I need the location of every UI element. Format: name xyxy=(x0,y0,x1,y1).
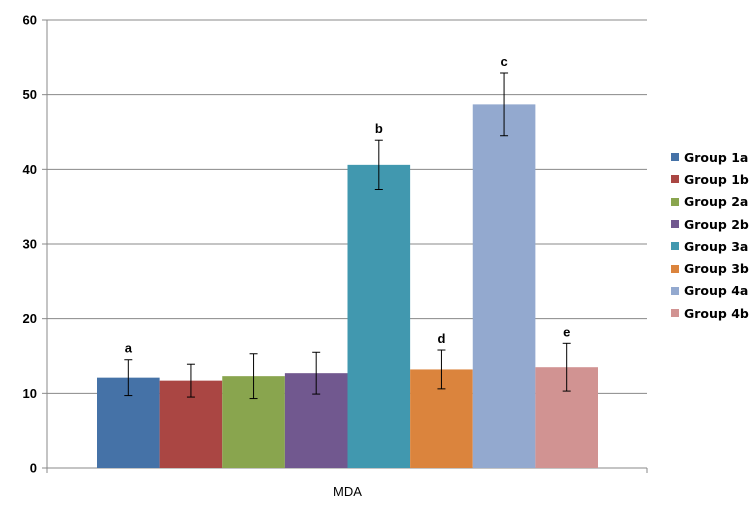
y-tick-label: 30 xyxy=(23,237,37,252)
significance-label: d xyxy=(437,331,445,346)
legend-label: Group 4b xyxy=(684,305,749,321)
x-category-label: MDA xyxy=(333,484,362,499)
legend-item: Group 1b xyxy=(671,168,753,190)
legend-item: Group 2b xyxy=(671,213,753,235)
legend-swatch xyxy=(671,286,679,295)
significance-label: c xyxy=(500,54,507,69)
bar-group-3a xyxy=(347,164,411,468)
legend-swatch xyxy=(671,153,679,162)
legend-label: Group 3b xyxy=(684,261,749,277)
legend-label: Group 4a xyxy=(684,283,749,299)
chart-legend: Group 1a Group 1b Group 2a Group 2b Group 3a… xyxy=(671,146,753,324)
legend-item: Group 3a xyxy=(671,235,753,257)
legend-swatch xyxy=(671,264,679,273)
legend-item: Group 4b xyxy=(671,302,753,324)
y-tick-label: 50 xyxy=(23,87,37,102)
y-tick-label: 60 xyxy=(23,13,37,28)
significance-label: a xyxy=(125,341,133,356)
legend-label: Group 2b xyxy=(684,216,749,232)
legend-label: Group 1b xyxy=(684,171,749,187)
legend-item: Group 3b xyxy=(671,257,753,279)
y-tick-label: 10 xyxy=(23,386,37,401)
legend-swatch xyxy=(671,175,679,184)
y-tick-label: 0 xyxy=(30,461,37,476)
legend-item: Group 2a xyxy=(671,191,753,213)
y-tick-label: 40 xyxy=(23,162,37,177)
y-tick-label: 20 xyxy=(23,311,37,326)
legend-label: Group 3a xyxy=(684,238,749,254)
legend-item: Group 1a xyxy=(671,146,753,168)
significance-label: e xyxy=(563,324,570,339)
legend-swatch xyxy=(671,309,679,318)
bar-group-4a xyxy=(472,104,536,468)
legend-item: Group 4a xyxy=(671,280,753,302)
legend-swatch xyxy=(671,197,679,206)
significance-label: b xyxy=(375,121,383,136)
legend-label: Group 1a xyxy=(684,149,749,165)
legend-label: Group 2a xyxy=(684,194,749,210)
legend-swatch xyxy=(671,242,679,251)
legend-swatch xyxy=(671,220,679,229)
